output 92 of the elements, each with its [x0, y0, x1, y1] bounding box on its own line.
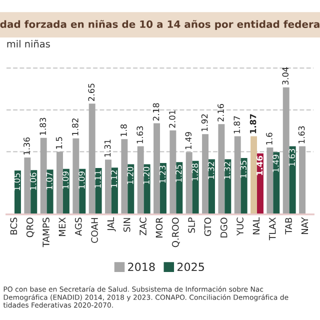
x-tick-label: YUC [236, 218, 244, 236]
x-tick-label: GTO [204, 218, 212, 236]
data-label: 1.32 [208, 162, 214, 179]
data-label: 1.49 [185, 132, 192, 150]
data-label: 1.11 [94, 170, 101, 188]
bar [224, 159, 232, 214]
data-label: 2.16 [218, 104, 224, 122]
bar [72, 138, 80, 214]
data-label: 1.36 [24, 137, 30, 155]
data-label: 1.63 [298, 126, 305, 144]
bar [144, 164, 150, 214]
bar [266, 148, 274, 214]
data-label: 1.20 [127, 166, 134, 184]
bar [14, 170, 21, 214]
y-axis-title: mil niñas [7, 40, 50, 48]
data-label: 1.28 [192, 164, 198, 181]
bar [46, 170, 54, 214]
x-tick-label: TAB [285, 218, 292, 234]
bar [160, 162, 166, 214]
data-label: 1.06 [30, 172, 36, 190]
x-tick-label: TLAX [269, 217, 276, 240]
bar [218, 124, 225, 214]
x-tick-label: TAMPS [42, 218, 50, 248]
data-label: 1.20 [143, 166, 150, 184]
x-tick-label: MOR [156, 217, 163, 238]
bar [128, 164, 134, 214]
bar [234, 136, 241, 214]
data-label: 1.83 [40, 118, 46, 135]
bar [105, 160, 112, 214]
data-label: 1.31 [104, 140, 111, 157]
bar [202, 134, 209, 214]
data-label: 3.04 [282, 67, 289, 85]
bar [154, 123, 160, 214]
data-label: 1.63 [136, 126, 144, 144]
legend-label: 2018 [128, 262, 155, 272]
chart-title: dad forzada en niñas de 10 a 14 años por entidad federa [0, 20, 320, 30]
bar [40, 138, 47, 214]
x-tick-label: COAH [91, 218, 98, 243]
bar [250, 136, 258, 214]
x-tick-label: SIN [123, 218, 130, 232]
bar [170, 130, 176, 214]
bar [88, 104, 96, 214]
x-tick-label: NAL [252, 217, 260, 234]
data-label: 1.6 [266, 132, 272, 145]
x-tick-label: ZAC [140, 218, 146, 236]
data-label: 1.8 [120, 124, 127, 136]
x-tick-label: AGS [74, 218, 82, 236]
data-label: 1.82 [72, 118, 78, 136]
bar [111, 168, 118, 214]
data-label: 1.12 [110, 170, 118, 188]
x-tick-label: NAY [301, 217, 308, 234]
data-label: 1.5 [56, 137, 62, 149]
bar [273, 152, 280, 214]
data-label: 1.05 [14, 173, 20, 190]
data-label: 1.23 [159, 166, 166, 183]
bar [62, 168, 70, 214]
data-label: 1.49 [272, 154, 279, 172]
data-label: 1.63 [288, 149, 295, 166]
bar [299, 146, 306, 214]
data-label: 2.65 [88, 84, 95, 101]
data-label: 1.87 [234, 116, 240, 134]
data-label: 1.07 [46, 172, 52, 190]
data-label: 1.32 [224, 162, 230, 179]
data-label: 2.01 [169, 110, 176, 128]
bar [121, 139, 128, 214]
data-label: 1.92 [201, 114, 208, 132]
data-label: 1.87 [250, 114, 256, 134]
bar [289, 146, 296, 214]
bar [137, 146, 144, 214]
bar [176, 162, 183, 214]
x-tick-label: JAL [107, 217, 116, 232]
data-label: 1.09 [78, 172, 85, 189]
data-label: 1.25 [176, 164, 182, 182]
data-label: 1.35 [240, 160, 246, 178]
x-tick-label: QRO [26, 218, 34, 238]
x-tick-label: BCS [10, 218, 18, 234]
x-tick-label: MEX [58, 217, 66, 236]
x-tick-label: Q.ROO [172, 218, 180, 248]
bar [282, 87, 290, 214]
data-label: 1.09 [62, 172, 69, 189]
bar [192, 160, 199, 214]
x-tick-label: SLP [188, 217, 195, 233]
data-label: 1.46 [256, 156, 263, 176]
bar [240, 158, 248, 214]
legend-label: 2025 [177, 262, 204, 272]
bar [56, 152, 63, 214]
bar [95, 168, 102, 214]
bar [24, 158, 31, 214]
bar [186, 152, 192, 214]
bar [208, 159, 215, 214]
data-label: 2.18 [152, 103, 160, 121]
x-tick-label: DGO [220, 218, 228, 238]
